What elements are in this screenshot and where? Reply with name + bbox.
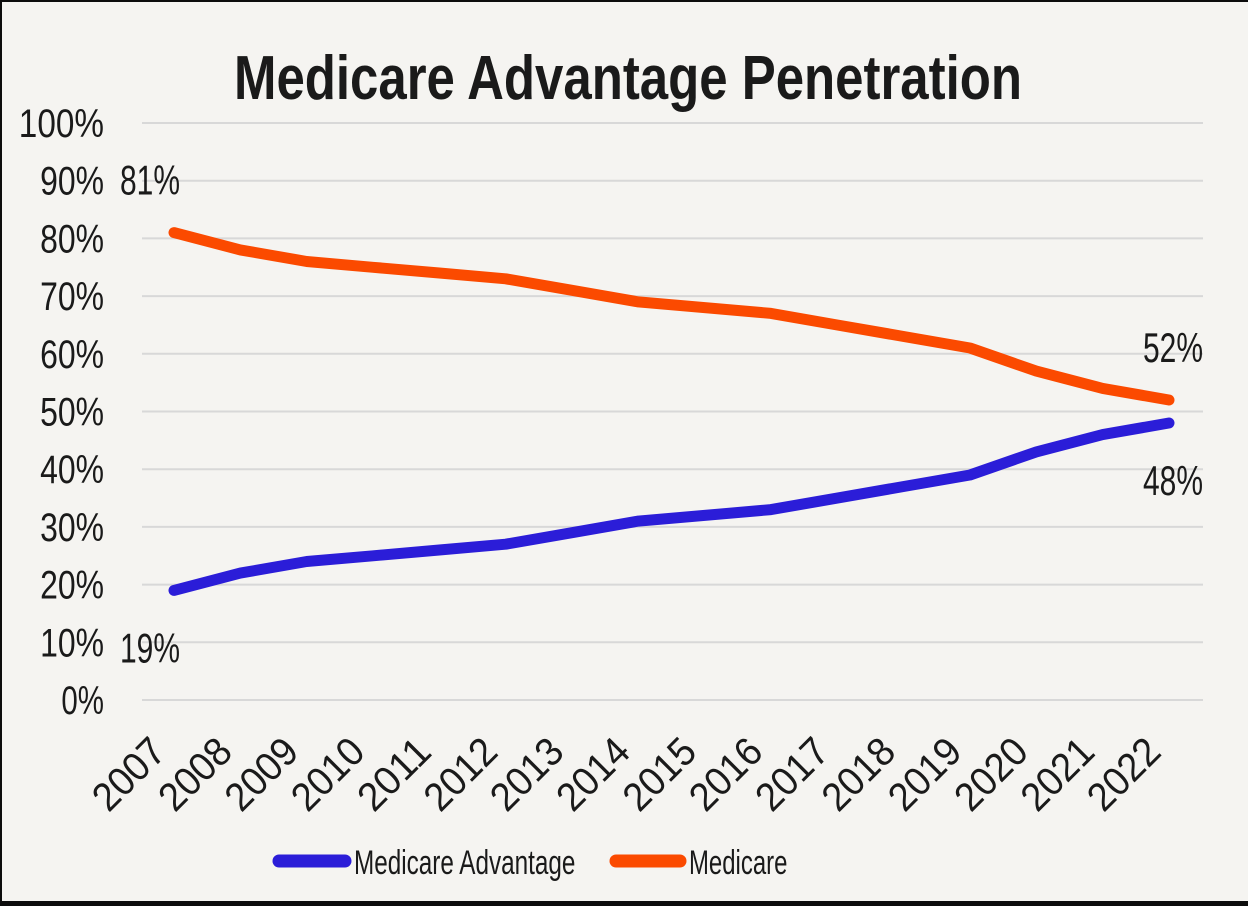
x-axis-tick-label: 2011 bbox=[349, 729, 440, 820]
y-axis-tick-label: 20% bbox=[40, 564, 104, 608]
x-axis-tick-label: 2015 bbox=[615, 729, 706, 820]
x-axis-tick-label: 2019 bbox=[880, 729, 971, 820]
x-axis-tick-label: 2017 bbox=[747, 729, 838, 820]
x-axis-tick-label: 2014 bbox=[548, 729, 639, 820]
data-label: 48% bbox=[1143, 457, 1203, 504]
gridlines bbox=[142, 122, 1203, 701]
y-axis-tick-label: 80% bbox=[40, 217, 104, 261]
x-axis-tick-label: 2010 bbox=[283, 729, 374, 820]
y-axis-tick-label: 60% bbox=[40, 333, 104, 377]
x-axis-tick-label: 2007 bbox=[84, 729, 175, 820]
y-axis-tick-label: 30% bbox=[40, 506, 104, 550]
data-label: 52% bbox=[1143, 324, 1203, 371]
series-line-medicare-advantage bbox=[168, 417, 1175, 596]
series-line-medicare bbox=[168, 227, 1175, 406]
series-end-value-labels: 19% 48% 81% 52% bbox=[120, 157, 1203, 672]
data-label: 19% bbox=[120, 624, 180, 671]
y-axis-tick-label: 40% bbox=[40, 448, 104, 492]
x-axis-tick-label: 2008 bbox=[150, 729, 241, 820]
y-axis-tick-label: 70% bbox=[40, 275, 104, 319]
legend-label: Medicare Advantage bbox=[354, 844, 575, 882]
series-lines bbox=[168, 227, 1175, 596]
y-axis-tick-label: 100% bbox=[19, 102, 104, 146]
y-axis-tick-label: 50% bbox=[40, 391, 104, 435]
chart-title: Medicare Advantage Penetration bbox=[234, 44, 1022, 113]
x-axis-tick-label: 2020 bbox=[946, 729, 1037, 820]
x-axis-tick-label: 2016 bbox=[681, 729, 772, 820]
x-axis-tick-label: 2012 bbox=[416, 729, 507, 820]
x-axis-tick-label: 2018 bbox=[814, 729, 905, 820]
legend-label: Medicare bbox=[689, 844, 787, 882]
x-axis-tick-label: 2021 bbox=[1013, 729, 1104, 820]
x-axis-tick-label: 2009 bbox=[217, 729, 308, 820]
legend: Medicare Advantage Medicare bbox=[272, 844, 787, 882]
y-axis-tick-labels: 0% 10% 20% 30% 40% 50% 60% 70% 80% 90% 100% bbox=[19, 102, 104, 723]
x-axis-tick-labels: 2007200820092010201120122013201420152016… bbox=[84, 729, 1170, 820]
data-label: 81% bbox=[120, 157, 180, 204]
x-axis-tick-label: 2022 bbox=[1079, 729, 1170, 820]
y-axis-tick-label: 0% bbox=[61, 679, 104, 723]
y-axis-tick-label: 90% bbox=[40, 160, 104, 204]
x-axis-tick-label: 2013 bbox=[482, 729, 573, 820]
y-axis-tick-label: 10% bbox=[40, 621, 104, 665]
